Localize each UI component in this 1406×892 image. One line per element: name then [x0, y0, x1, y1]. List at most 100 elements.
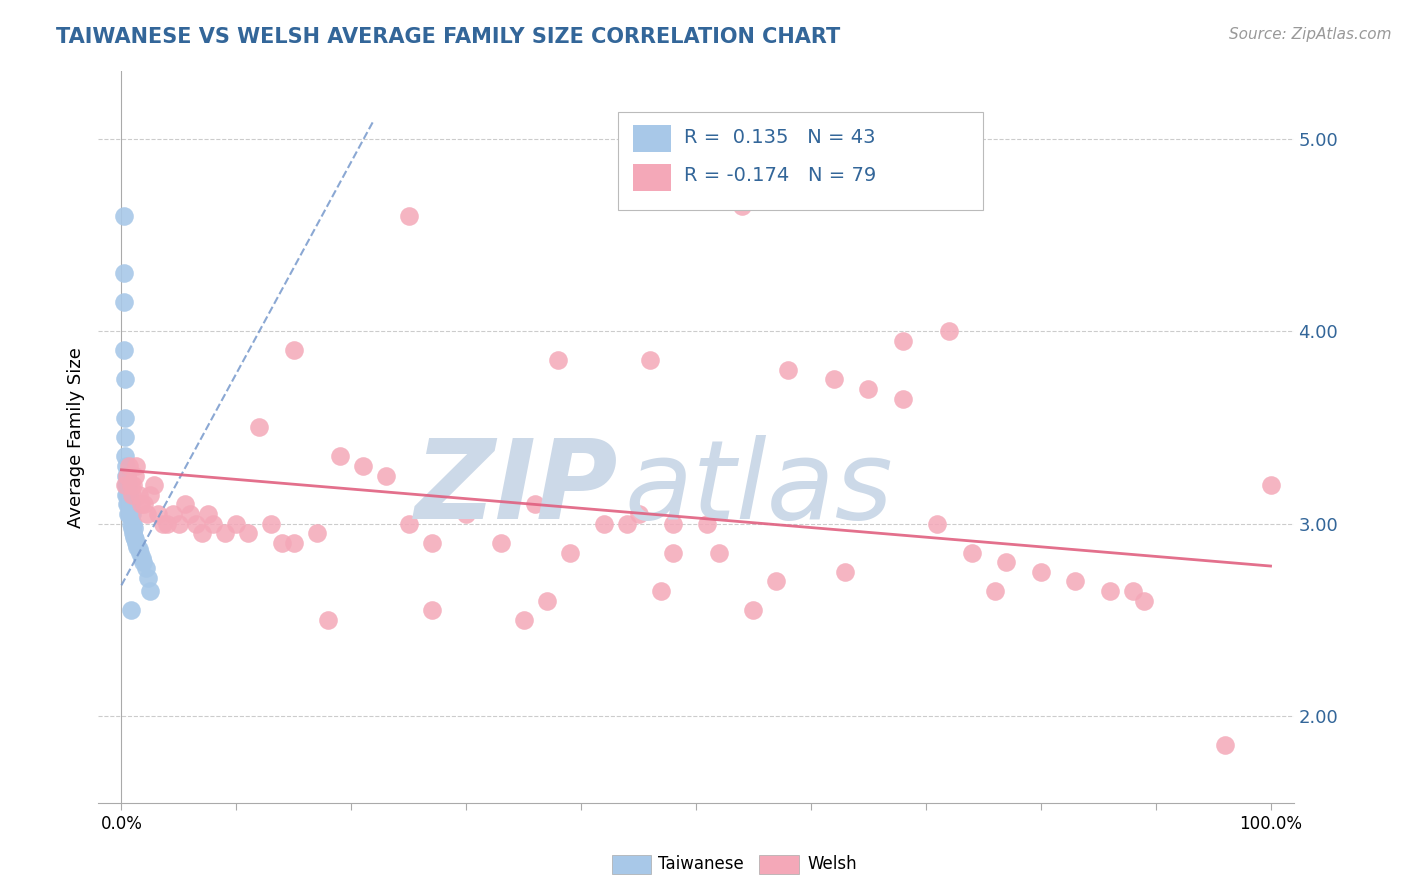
Point	[1029, 565, 1052, 579]
Point	[115, 478, 138, 492]
Point	[122, 526, 145, 541]
Point	[191, 526, 214, 541]
Point	[662, 516, 685, 531]
Point	[131, 551, 153, 566]
Point	[152, 516, 174, 531]
Point	[114, 450, 136, 464]
Point	[305, 526, 328, 541]
Point	[122, 520, 145, 534]
Point	[352, 458, 374, 473]
Point	[139, 488, 162, 502]
Point	[1260, 478, 1282, 492]
Point	[121, 507, 143, 521]
Text: atlas: atlas	[624, 434, 893, 541]
Point	[662, 545, 685, 559]
Point	[122, 478, 145, 492]
Point	[121, 520, 143, 534]
Point	[136, 571, 159, 585]
Point	[120, 507, 142, 521]
Y-axis label: Average Family Size: Average Family Size	[66, 347, 84, 527]
Point	[938, 324, 960, 338]
Point	[120, 498, 142, 512]
Point	[112, 267, 135, 281]
Point	[167, 516, 190, 531]
Point	[117, 488, 139, 502]
Point	[132, 555, 155, 569]
Point	[114, 372, 136, 386]
Text: R =  0.135   N = 43: R = 0.135 N = 43	[685, 128, 876, 146]
Point	[115, 488, 138, 502]
Point	[124, 532, 146, 546]
Point	[696, 516, 718, 531]
Point	[117, 498, 139, 512]
Point	[173, 498, 195, 512]
Point	[214, 526, 236, 541]
Point	[823, 372, 845, 386]
Point	[115, 468, 138, 483]
Point	[260, 516, 283, 531]
Point	[984, 584, 1007, 599]
Point	[128, 541, 150, 556]
Point	[316, 613, 339, 627]
Point	[247, 420, 270, 434]
Point	[118, 458, 141, 473]
Point	[225, 516, 247, 531]
Point	[115, 498, 138, 512]
Point	[124, 468, 146, 483]
Point	[115, 488, 138, 502]
Point	[524, 498, 547, 512]
Point	[891, 392, 914, 406]
Point	[156, 516, 179, 531]
FancyBboxPatch shape	[619, 112, 983, 211]
Point	[117, 507, 139, 521]
Point	[329, 450, 352, 464]
Point	[742, 603, 765, 617]
Point	[114, 410, 136, 425]
Point	[1064, 574, 1087, 589]
Text: ZIP: ZIP	[415, 434, 619, 541]
Point	[125, 536, 148, 550]
Point	[960, 545, 983, 559]
Point	[120, 603, 142, 617]
Point	[398, 516, 420, 531]
Point	[115, 468, 138, 483]
Point	[120, 516, 142, 531]
Point	[456, 507, 478, 521]
Point	[1122, 584, 1144, 599]
Text: TAIWANESE VS WELSH AVERAGE FAMILY SIZE CORRELATION CHART: TAIWANESE VS WELSH AVERAGE FAMILY SIZE C…	[56, 27, 841, 46]
Text: Welsh: Welsh	[807, 855, 856, 873]
Point	[512, 613, 534, 627]
Point	[1098, 584, 1121, 599]
Point	[558, 545, 581, 559]
Point	[179, 507, 201, 521]
Point	[536, 593, 558, 607]
Point	[142, 478, 165, 492]
Point	[184, 516, 207, 531]
Point	[731, 199, 754, 213]
Point	[593, 516, 616, 531]
Point	[128, 545, 150, 559]
Point	[120, 478, 142, 492]
Point	[115, 478, 138, 492]
Point	[122, 530, 145, 544]
Point	[927, 516, 949, 531]
Point	[162, 507, 184, 521]
FancyBboxPatch shape	[633, 164, 671, 191]
Point	[398, 209, 420, 223]
Point	[891, 334, 914, 348]
Point	[135, 507, 157, 521]
Point	[197, 507, 219, 521]
Point	[134, 498, 156, 512]
Point	[117, 478, 139, 492]
Point	[118, 498, 141, 512]
Point	[114, 478, 136, 492]
Point	[127, 540, 149, 554]
Point	[128, 488, 150, 502]
Point	[112, 295, 135, 310]
Point	[112, 209, 135, 223]
Point	[283, 536, 305, 550]
Point	[489, 536, 512, 550]
Point	[118, 488, 141, 502]
Point	[638, 353, 661, 368]
Point	[1133, 593, 1156, 607]
